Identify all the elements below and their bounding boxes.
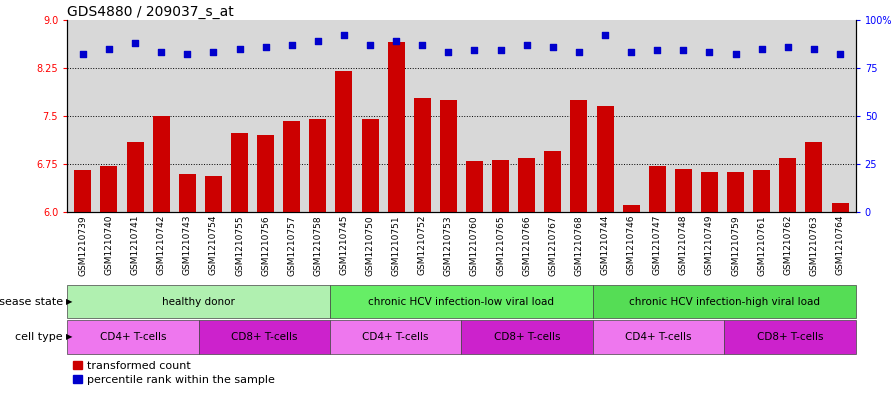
Bar bbox=[388, 42, 405, 212]
Bar bbox=[126, 141, 143, 212]
Bar bbox=[414, 98, 431, 212]
Point bbox=[180, 51, 194, 57]
Bar bbox=[67, 285, 330, 318]
Point bbox=[494, 47, 508, 53]
Bar bbox=[466, 161, 483, 212]
Bar bbox=[701, 173, 718, 212]
Point bbox=[546, 44, 560, 50]
Bar bbox=[152, 116, 169, 212]
Point bbox=[102, 45, 116, 51]
Bar bbox=[806, 141, 823, 212]
Point bbox=[833, 51, 848, 57]
Text: chronic HCV infection-high viral load: chronic HCV infection-high viral load bbox=[629, 297, 820, 307]
Point bbox=[728, 51, 743, 57]
Point bbox=[441, 49, 455, 55]
Text: ▶: ▶ bbox=[66, 332, 73, 342]
Point bbox=[258, 44, 272, 50]
Point bbox=[572, 49, 586, 55]
Bar bbox=[74, 171, 91, 212]
Bar bbox=[67, 320, 199, 354]
Text: CD8+ T-cells: CD8+ T-cells bbox=[757, 332, 823, 342]
Bar bbox=[257, 135, 274, 212]
Text: chronic HCV infection-low viral load: chronic HCV infection-low viral load bbox=[368, 297, 555, 307]
Text: CD4+ T-cells: CD4+ T-cells bbox=[625, 332, 692, 342]
Text: healthy donor: healthy donor bbox=[162, 297, 235, 307]
Point bbox=[206, 49, 220, 55]
Bar bbox=[727, 173, 744, 212]
Point bbox=[232, 45, 246, 51]
Legend: transformed count, percentile rank within the sample: transformed count, percentile rank withi… bbox=[73, 361, 275, 385]
Bar bbox=[440, 100, 457, 212]
Point bbox=[676, 47, 691, 53]
Bar bbox=[831, 203, 849, 212]
Bar bbox=[518, 158, 535, 212]
Text: CD4+ T-cells: CD4+ T-cells bbox=[363, 332, 429, 342]
Point bbox=[128, 40, 142, 46]
Bar bbox=[675, 169, 692, 212]
Text: cell type: cell type bbox=[15, 332, 63, 342]
Bar bbox=[571, 100, 588, 212]
Point bbox=[624, 49, 638, 55]
Point bbox=[311, 38, 325, 44]
Point bbox=[154, 49, 168, 55]
Point bbox=[468, 47, 482, 53]
Bar bbox=[309, 119, 326, 212]
Point bbox=[754, 45, 769, 51]
Text: ▶: ▶ bbox=[66, 297, 73, 306]
Bar bbox=[754, 171, 771, 212]
Bar bbox=[593, 285, 856, 318]
Bar bbox=[649, 166, 666, 212]
Bar bbox=[780, 158, 797, 212]
Bar bbox=[205, 176, 222, 212]
Bar bbox=[461, 320, 593, 354]
Bar bbox=[724, 320, 856, 354]
Bar bbox=[597, 106, 614, 212]
Text: CD4+ T-cells: CD4+ T-cells bbox=[99, 332, 166, 342]
Bar bbox=[362, 119, 378, 212]
Text: disease state: disease state bbox=[0, 297, 63, 307]
Bar bbox=[330, 320, 461, 354]
Point bbox=[702, 49, 717, 55]
Text: CD8+ T-cells: CD8+ T-cells bbox=[231, 332, 297, 342]
Bar bbox=[545, 151, 561, 212]
Bar bbox=[179, 174, 196, 212]
Text: CD8+ T-cells: CD8+ T-cells bbox=[494, 332, 560, 342]
Bar bbox=[335, 71, 352, 212]
Point bbox=[285, 42, 299, 48]
Point bbox=[389, 38, 403, 44]
Bar bbox=[100, 166, 117, 212]
Point bbox=[363, 42, 377, 48]
Point bbox=[337, 32, 351, 38]
Bar bbox=[492, 160, 509, 212]
Point bbox=[415, 42, 429, 48]
Point bbox=[75, 51, 90, 57]
Bar bbox=[330, 285, 593, 318]
Bar bbox=[231, 133, 248, 212]
Point bbox=[780, 44, 795, 50]
Point bbox=[598, 32, 612, 38]
Point bbox=[650, 47, 665, 53]
Text: GDS4880 / 209037_s_at: GDS4880 / 209037_s_at bbox=[67, 5, 234, 18]
Point bbox=[520, 42, 534, 48]
Bar bbox=[283, 121, 300, 212]
Bar bbox=[623, 204, 640, 212]
Bar bbox=[593, 320, 724, 354]
Point bbox=[806, 45, 821, 51]
Bar bbox=[199, 320, 330, 354]
